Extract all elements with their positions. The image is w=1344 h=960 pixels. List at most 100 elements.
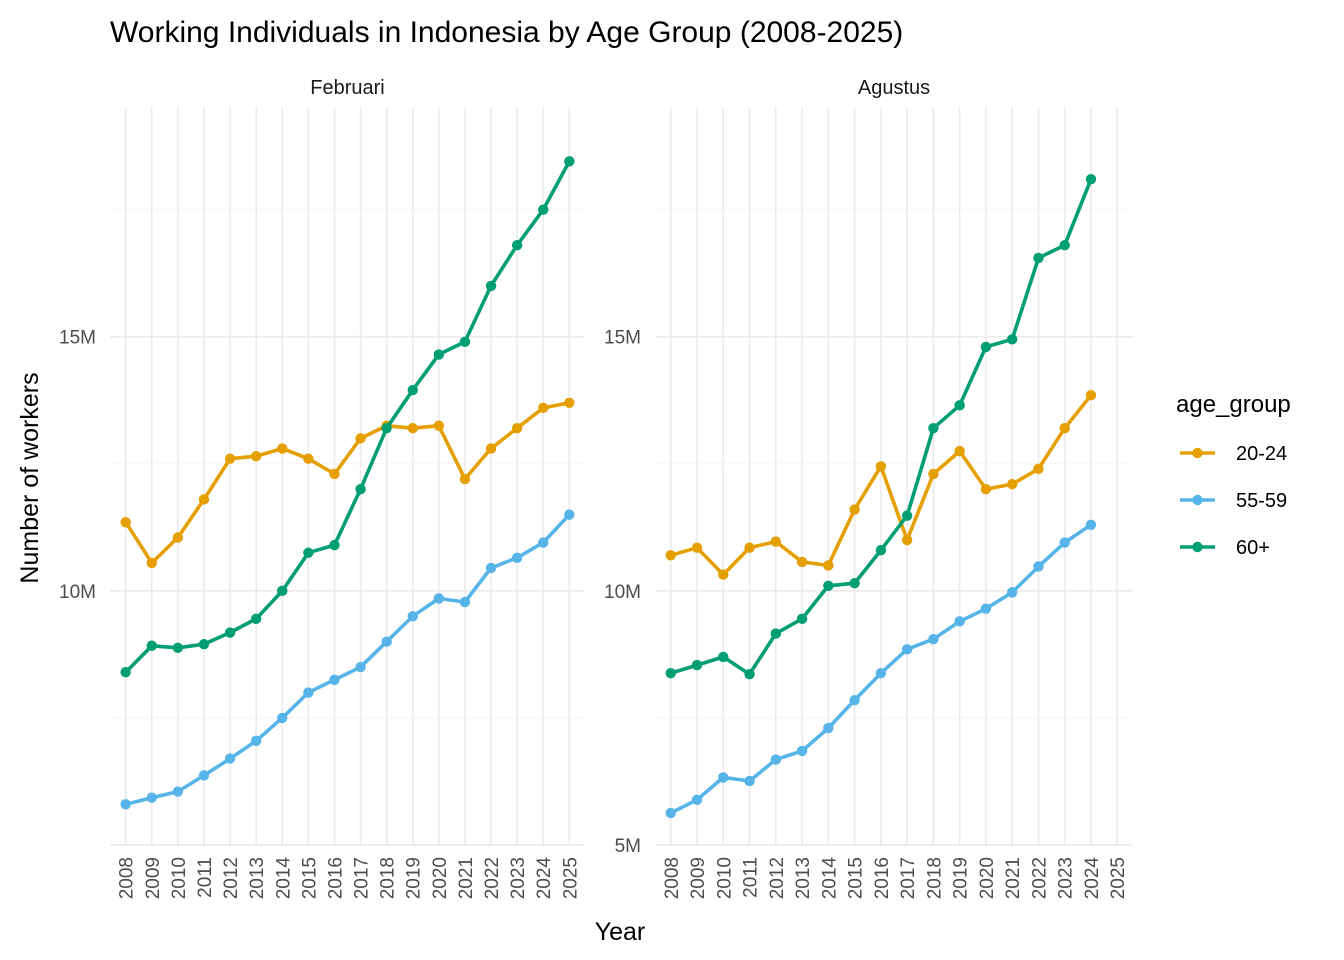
data-point bbox=[718, 772, 729, 783]
data-point bbox=[459, 336, 471, 348]
x-tick-label: 2012 bbox=[221, 857, 242, 899]
data-point bbox=[459, 473, 471, 485]
data-point bbox=[1085, 173, 1097, 185]
data-point bbox=[1085, 389, 1097, 401]
x-tick-label: 2010 bbox=[714, 857, 735, 899]
data-point bbox=[538, 402, 549, 414]
data-point bbox=[744, 775, 755, 787]
y-tick-label: 10M bbox=[604, 582, 641, 603]
data-point bbox=[329, 674, 340, 686]
legend-label: 55-59 bbox=[1236, 490, 1287, 512]
data-point bbox=[691, 659, 703, 671]
x-tick-label: 2009 bbox=[143, 857, 164, 899]
data-point bbox=[250, 613, 262, 625]
x-axis-title: Year bbox=[595, 918, 646, 946]
x-tick-label: 2024 bbox=[1082, 857, 1103, 900]
data-point bbox=[120, 799, 131, 810]
data-point bbox=[277, 712, 288, 724]
data-point bbox=[1033, 463, 1044, 475]
data-point bbox=[329, 468, 340, 480]
legend-item: 55-59 bbox=[1180, 490, 1287, 512]
data-point bbox=[381, 423, 392, 434]
series-55-59 bbox=[120, 509, 575, 810]
data-point bbox=[770, 754, 782, 765]
data-point bbox=[485, 280, 497, 292]
data-point bbox=[277, 443, 288, 454]
data-point bbox=[172, 532, 184, 543]
x-tick-label: 2019 bbox=[404, 857, 425, 899]
data-point bbox=[381, 636, 392, 647]
data-point bbox=[665, 550, 676, 561]
data-point bbox=[796, 556, 808, 568]
x-tick-label: 2023 bbox=[1056, 857, 1077, 899]
data-point bbox=[538, 537, 549, 548]
data-point bbox=[224, 627, 236, 638]
data-point bbox=[980, 341, 992, 353]
x-tick-label: 2015 bbox=[846, 857, 867, 899]
x-tick-label: 2018 bbox=[378, 857, 399, 899]
data-point bbox=[277, 585, 288, 597]
data-point bbox=[172, 642, 184, 653]
legend-title: age_group bbox=[1176, 391, 1291, 418]
y-axis-title: Number of workers bbox=[16, 372, 44, 583]
data-point bbox=[172, 786, 184, 797]
data-point bbox=[433, 349, 445, 360]
x-tick-label: 2009 bbox=[688, 857, 709, 899]
data-point bbox=[407, 423, 418, 434]
chart-title: Working Individuals in Indonesia by Age … bbox=[110, 16, 903, 49]
x-tick-label: 2023 bbox=[508, 857, 529, 899]
x-tick-label: 2010 bbox=[169, 857, 190, 899]
data-point bbox=[823, 560, 834, 571]
data-point bbox=[1059, 240, 1070, 251]
data-point bbox=[1006, 587, 1018, 598]
series-20-24 bbox=[665, 389, 1097, 580]
x-tick-label: 2008 bbox=[117, 857, 138, 899]
x-tick-label: 2021 bbox=[1003, 857, 1024, 899]
facet-label: Februari bbox=[310, 77, 384, 99]
x-tick-label: 2020 bbox=[430, 857, 451, 899]
x-tick-label: 2021 bbox=[456, 857, 477, 899]
data-point bbox=[511, 552, 523, 564]
y-tick-label: 15M bbox=[59, 328, 96, 349]
data-point bbox=[770, 536, 782, 547]
data-point bbox=[355, 484, 366, 495]
legend-label: 20-24 bbox=[1236, 443, 1287, 465]
series-20-24 bbox=[120, 397, 575, 569]
data-point bbox=[718, 569, 729, 580]
y-tick-label: 15M bbox=[604, 328, 641, 349]
y-tick-label: 10M bbox=[59, 582, 96, 603]
data-point bbox=[1085, 519, 1097, 530]
series-line bbox=[124, 401, 570, 565]
x-tick-label: 2016 bbox=[872, 857, 893, 899]
x-tick-label: 2018 bbox=[924, 857, 945, 899]
data-point bbox=[538, 204, 549, 215]
data-point bbox=[849, 578, 860, 589]
series-55-59 bbox=[665, 519, 1097, 819]
series-60+ bbox=[120, 156, 575, 678]
data-point bbox=[665, 668, 676, 679]
data-point bbox=[823, 580, 834, 591]
data-point bbox=[665, 807, 676, 819]
data-point bbox=[146, 640, 157, 651]
x-tick-label: 2014 bbox=[819, 857, 840, 900]
data-point bbox=[198, 639, 210, 650]
x-tick-label: 2017 bbox=[352, 857, 373, 899]
data-point bbox=[849, 694, 860, 706]
data-point bbox=[250, 450, 262, 462]
x-tick-label: 2019 bbox=[951, 857, 972, 899]
data-point bbox=[433, 420, 445, 431]
x-tick-label: 2024 bbox=[534, 857, 555, 900]
x-tick-label: 2013 bbox=[793, 857, 814, 899]
data-point bbox=[198, 770, 210, 781]
data-point bbox=[954, 616, 965, 627]
data-point bbox=[198, 494, 210, 505]
data-point bbox=[485, 443, 497, 454]
legend-item: 60+ bbox=[1180, 537, 1270, 559]
data-point bbox=[355, 661, 366, 673]
data-point bbox=[928, 633, 939, 645]
x-tick-label: 2015 bbox=[299, 857, 320, 899]
data-point bbox=[980, 603, 992, 614]
data-point bbox=[564, 397, 575, 408]
